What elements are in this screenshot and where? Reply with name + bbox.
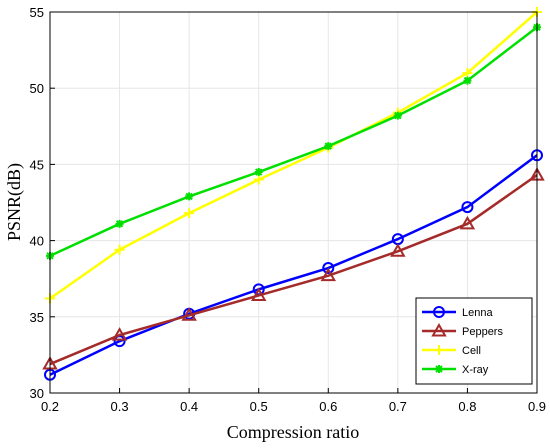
y-tick-label: 35 [30, 310, 44, 325]
x-axis-label: Compression ratio [227, 422, 360, 442]
x-axis-ticks: 0.2 0.3 0.4 0.5 0.6 0.7 0.8 0.9 [41, 388, 546, 414]
data-point-cell [462, 67, 473, 78]
series-line-peppers [49, 174, 538, 366]
y-tick-label: 30 [30, 386, 44, 401]
plot-frame [49, 11, 538, 394]
data-point-lenna [322, 262, 335, 275]
data-point-cell [184, 208, 195, 219]
data-point-x-ray [185, 192, 194, 201]
y-tick-label: 45 [30, 157, 44, 172]
x-tick-label: 0.9 [528, 399, 546, 414]
data-point-x-ray [254, 168, 263, 177]
legend-label: Peppers [462, 326, 503, 338]
legend-marker [434, 345, 444, 355]
series-line-cell [49, 11, 538, 300]
data-point-peppers [111, 327, 128, 341]
series-group [42, 7, 545, 381]
legend-marker [435, 365, 443, 373]
x-tick-label: 0.2 [41, 399, 59, 414]
x-tick-label: 0.6 [319, 399, 337, 414]
data-point-peppers [320, 267, 337, 282]
data-point-peppers [250, 287, 267, 301]
legend-item-peppers: Peppers [422, 322, 503, 338]
data-point-lenna [461, 201, 474, 214]
legend-label: Lenna [462, 307, 493, 319]
data-point-x-ray [393, 111, 402, 120]
x-tick-label: 0.7 [389, 399, 407, 414]
legend-item-x-ray: X-ray [422, 364, 489, 376]
x-tick-label: 0.8 [458, 399, 476, 414]
data-point-x-ray [463, 76, 472, 85]
data-point-peppers [181, 307, 197, 321]
legend-marker [433, 306, 445, 318]
y-axis-label: PSNR(dB) [4, 163, 25, 241]
y-tick-label: 40 [30, 234, 44, 249]
y-tick-label: 50 [30, 81, 44, 96]
x-tick-label: 0.4 [180, 399, 198, 414]
legend: Lenna Peppers Cell X-ray [415, 297, 533, 385]
series-line-lenna [49, 154, 538, 376]
legend-label: X-ray [462, 364, 489, 376]
legend-label: Cell [462, 345, 481, 357]
data-point-x-ray [324, 142, 333, 151]
y-axis-ticks: 30 35 40 45 50 55 [30, 5, 55, 401]
data-point-peppers [459, 215, 476, 230]
data-point-cell [253, 174, 264, 185]
x-tick-label: 0.3 [111, 399, 129, 414]
y-tick-label: 55 [30, 5, 44, 20]
data-point-peppers [390, 243, 406, 257]
x-tick-label: 0.5 [250, 399, 268, 414]
legend-item-lenna: Lenna [422, 306, 493, 319]
data-point-x-ray [115, 219, 124, 228]
data-point-cell [114, 244, 125, 255]
legend-marker [431, 322, 447, 337]
series-line-x-ray [49, 26, 538, 257]
legend-item-cell: Cell [422, 345, 481, 357]
